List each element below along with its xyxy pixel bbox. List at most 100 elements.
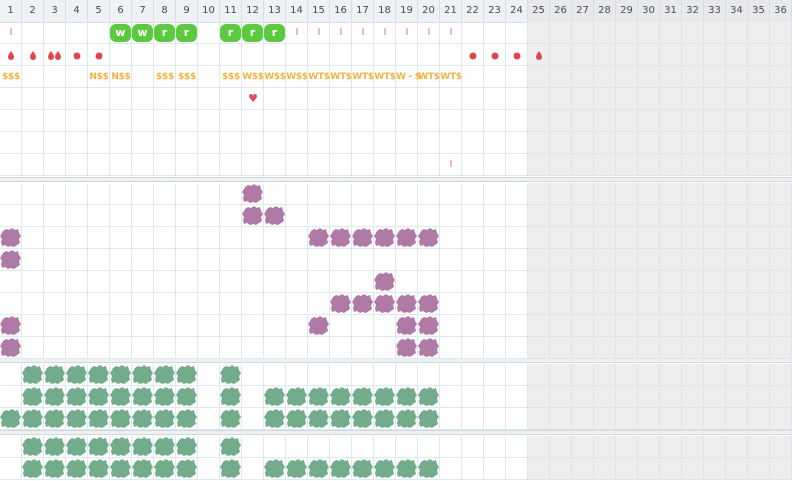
grid-cell[interactable] (440, 132, 462, 154)
green-block[interactable] (132, 436, 153, 461)
grid-cell[interactable] (572, 44, 594, 66)
column-header-21[interactable]: 21 (440, 0, 462, 22)
grid-cell[interactable] (198, 315, 220, 337)
grid-cell[interactable] (484, 66, 506, 88)
green-block[interactable] (220, 458, 241, 481)
grid-cell[interactable] (660, 205, 682, 227)
grid-cell[interactable] (484, 271, 506, 293)
grid-cell[interactable] (0, 227, 22, 249)
column-header-32[interactable]: 32 (682, 0, 704, 22)
grid-cell[interactable] (748, 249, 770, 271)
grid-cell[interactable] (440, 436, 462, 458)
grid-cell[interactable] (484, 132, 506, 154)
grid-cell[interactable] (110, 364, 132, 386)
grid-cell[interactable] (506, 183, 528, 205)
grid-cell[interactable] (22, 293, 44, 315)
grid-cell[interactable] (440, 249, 462, 271)
grid-cell[interactable] (440, 408, 462, 430)
column-header-17[interactable]: 17 (352, 0, 374, 22)
grid-cell[interactable] (616, 205, 638, 227)
grid-cell[interactable] (528, 458, 550, 480)
grid-cell[interactable] (572, 183, 594, 205)
grid-cell[interactable] (88, 88, 110, 110)
grid-cell[interactable] (704, 293, 726, 315)
grid-cell[interactable] (110, 132, 132, 154)
grid-cell[interactable] (638, 364, 660, 386)
grid-cell[interactable] (154, 386, 176, 408)
grid-cell[interactable] (44, 183, 66, 205)
grid-cell[interactable] (330, 110, 352, 132)
grid-cell[interactable] (484, 88, 506, 110)
grid-cell[interactable] (132, 315, 154, 337)
grid-cell[interactable] (396, 458, 418, 480)
grid-cell[interactable] (176, 337, 198, 359)
grid-cell[interactable] (550, 386, 572, 408)
grid-cell[interactable] (660, 315, 682, 337)
grid-cell[interactable] (440, 205, 462, 227)
grid-cell[interactable] (0, 315, 22, 337)
grid-cell[interactable] (308, 205, 330, 227)
grid-cell[interactable] (550, 408, 572, 430)
grid-cell[interactable] (704, 88, 726, 110)
grid-cell[interactable] (154, 337, 176, 359)
grid-cell[interactable] (330, 249, 352, 271)
grid-cell[interactable] (506, 271, 528, 293)
grid-cell[interactable] (66, 205, 88, 227)
grid-cell[interactable] (726, 154, 748, 176)
grid-cell[interactable] (198, 132, 220, 154)
grid-cell[interactable] (572, 249, 594, 271)
grid-cell[interactable] (770, 22, 792, 44)
grid-cell[interactable] (704, 386, 726, 408)
grid-cell[interactable] (462, 110, 484, 132)
grid-cell[interactable] (550, 227, 572, 249)
grid-cell[interactable] (528, 22, 550, 44)
green-block[interactable] (330, 408, 351, 433)
grid-cell[interactable] (44, 66, 66, 88)
grid-cell[interactable] (726, 22, 748, 44)
grid-cell[interactable] (198, 183, 220, 205)
grid-cell[interactable] (330, 205, 352, 227)
grid-cell[interactable] (682, 337, 704, 359)
grid-cell[interactable] (484, 183, 506, 205)
grid-cell[interactable] (22, 154, 44, 176)
grid-cell[interactable] (374, 132, 396, 154)
grid-cell[interactable] (506, 205, 528, 227)
grid-cell[interactable] (154, 249, 176, 271)
grid-cell[interactable] (396, 66, 418, 88)
grid-cell[interactable] (198, 227, 220, 249)
grid-cell[interactable] (572, 458, 594, 480)
grid-cell[interactable] (682, 386, 704, 408)
grid-cell[interactable] (132, 249, 154, 271)
grid-cell[interactable] (110, 386, 132, 408)
grid-cell[interactable] (396, 44, 418, 66)
grid-cell[interactable] (44, 110, 66, 132)
grid-cell[interactable] (352, 227, 374, 249)
grid-cell[interactable] (22, 249, 44, 271)
grid-cell[interactable] (0, 44, 22, 66)
grid-cell[interactable] (66, 249, 88, 271)
purple-block[interactable] (374, 293, 395, 318)
green-block[interactable] (44, 458, 65, 481)
grid-cell[interactable] (330, 386, 352, 408)
grid-cell[interactable] (44, 293, 66, 315)
grid-cell[interactable] (220, 436, 242, 458)
grid-cell[interactable] (550, 66, 572, 88)
grid-cell[interactable] (506, 436, 528, 458)
grid-cell[interactable] (638, 205, 660, 227)
grid-cell[interactable] (418, 227, 440, 249)
grid-cell[interactable] (418, 88, 440, 110)
purple-block[interactable] (308, 227, 329, 252)
grid-cell[interactable] (264, 205, 286, 227)
grid-cell[interactable] (638, 271, 660, 293)
grid-cell[interactable] (616, 386, 638, 408)
grid-cell[interactable] (264, 22, 286, 44)
grid-cell[interactable] (440, 227, 462, 249)
column-header-31[interactable]: 31 (660, 0, 682, 22)
grid-cell[interactable] (440, 154, 462, 176)
grid-cell[interactable] (682, 22, 704, 44)
grid-cell[interactable] (594, 293, 616, 315)
green-block[interactable] (110, 386, 131, 411)
grid-cell[interactable] (330, 458, 352, 480)
green-block[interactable] (330, 458, 351, 481)
grid-cell[interactable] (352, 315, 374, 337)
